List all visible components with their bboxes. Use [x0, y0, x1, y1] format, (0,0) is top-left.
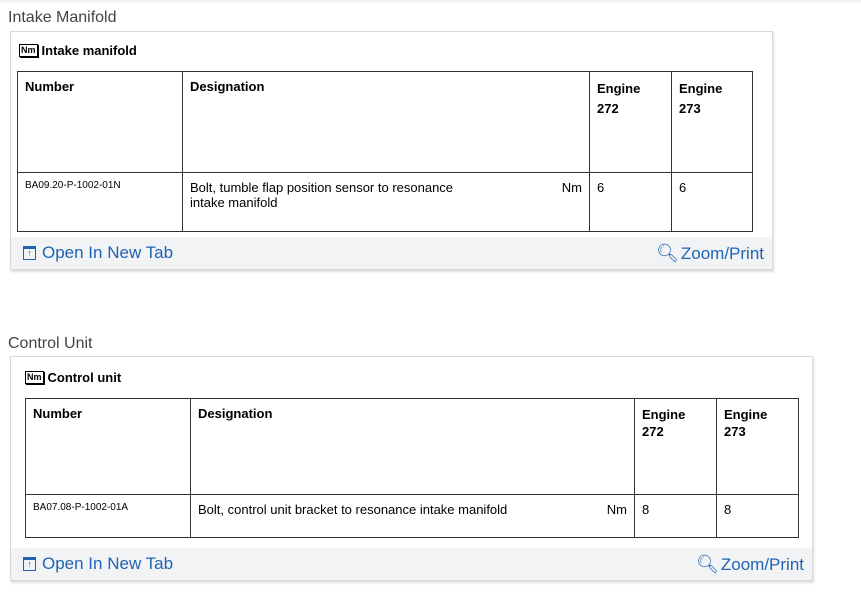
- table-header-row: Number Designation Engine 272 Engine 273: [17, 71, 753, 173]
- designation-cell: Nm Bolt, control unit bracket to resonanc…: [190, 494, 635, 538]
- zoom-print-label: Zoom/Print: [720, 554, 804, 574]
- open-tab-label: Open In New Tab: [42, 243, 174, 262]
- open-tab-icon: ↑: [23, 557, 36, 571]
- header-engine-272: Engine 272: [634, 398, 717, 495]
- card-title-text: Control unit: [47, 370, 122, 385]
- header-designation: Designation: [190, 398, 635, 495]
- value-engine-273: 8: [716, 494, 799, 538]
- card-title-text: Intake manifold: [41, 43, 137, 58]
- value-engine-272: 6: [589, 172, 672, 232]
- table-header-row: Number Designation Engine 272 Engine 273: [25, 398, 799, 495]
- header-designation: Designation: [182, 71, 590, 173]
- card-footer: ↑ Open In New Tab 🔍︎ Zoom/Print: [11, 548, 812, 580]
- value-engine-272: 8: [634, 494, 717, 538]
- open-in-new-tab-link[interactable]: ↑ Open In New Tab: [23, 243, 173, 263]
- table-row: BA07.08-P-1002-01A Nm Bolt, control unit …: [25, 494, 799, 538]
- top-bar: [0, 0, 861, 4]
- card-title: Nm Intake manifold: [19, 43, 137, 58]
- header-engine-273: Engine 273: [671, 71, 753, 173]
- designation: Bolt, control unit bracket to resonance …: [198, 502, 508, 517]
- nm-icon: Nm: [25, 371, 44, 384]
- open-tab-icon: ↑: [23, 246, 36, 260]
- zoom-print-link[interactable]: 🔍︎ Zoom/Print: [696, 554, 804, 575]
- torque-card: Nm Control unit Number Designation Engine…: [10, 356, 813, 581]
- designation: Bolt, tumble flap position sensor to res…: [190, 180, 454, 210]
- card-footer: ↑ Open In New Tab 🔍︎ Zoom/Print: [11, 237, 772, 269]
- zoom-icon: 🔍︎: [656, 243, 679, 263]
- nm-icon: Nm: [19, 44, 38, 57]
- section-title: Intake Manifold: [8, 9, 117, 26]
- unit: Nm: [561, 180, 582, 195]
- header-engine-272: Engine 272: [589, 71, 672, 173]
- part-number: BA07.08-P-1002-01A: [25, 494, 191, 538]
- open-in-new-tab-link[interactable]: ↑ Open In New Tab: [23, 554, 173, 574]
- designation-cell: Nm Bolt, tumble flap position sensor to r…: [182, 172, 590, 232]
- zoom-print-link[interactable]: 🔍︎ Zoom/Print: [656, 243, 764, 264]
- open-tab-label: Open In New Tab: [42, 554, 174, 573]
- unit: Nm: [606, 502, 627, 517]
- card-title: Nm Control unit: [25, 370, 121, 385]
- torque-table: Number Designation Engine 272 Engine 273…: [17, 71, 753, 232]
- table-row: BA09.20-P-1002-01N Nm Bolt, tumble flap p…: [17, 172, 753, 232]
- torque-table: Number Designation Engine 272 Engine 273…: [25, 398, 799, 538]
- header-engine-273: Engine 273: [716, 398, 799, 495]
- part-number: BA09.20-P-1002-01N: [17, 172, 183, 232]
- header-number: Number: [25, 398, 191, 495]
- zoom-print-label: Zoom/Print: [680, 243, 764, 263]
- value-engine-273: 6: [671, 172, 753, 232]
- header-number: Number: [17, 71, 183, 173]
- section-title: Control Unit: [8, 335, 93, 352]
- zoom-icon: 🔍︎: [696, 554, 719, 574]
- torque-card: Nm Intake manifold Number Designation Eng…: [10, 31, 773, 270]
